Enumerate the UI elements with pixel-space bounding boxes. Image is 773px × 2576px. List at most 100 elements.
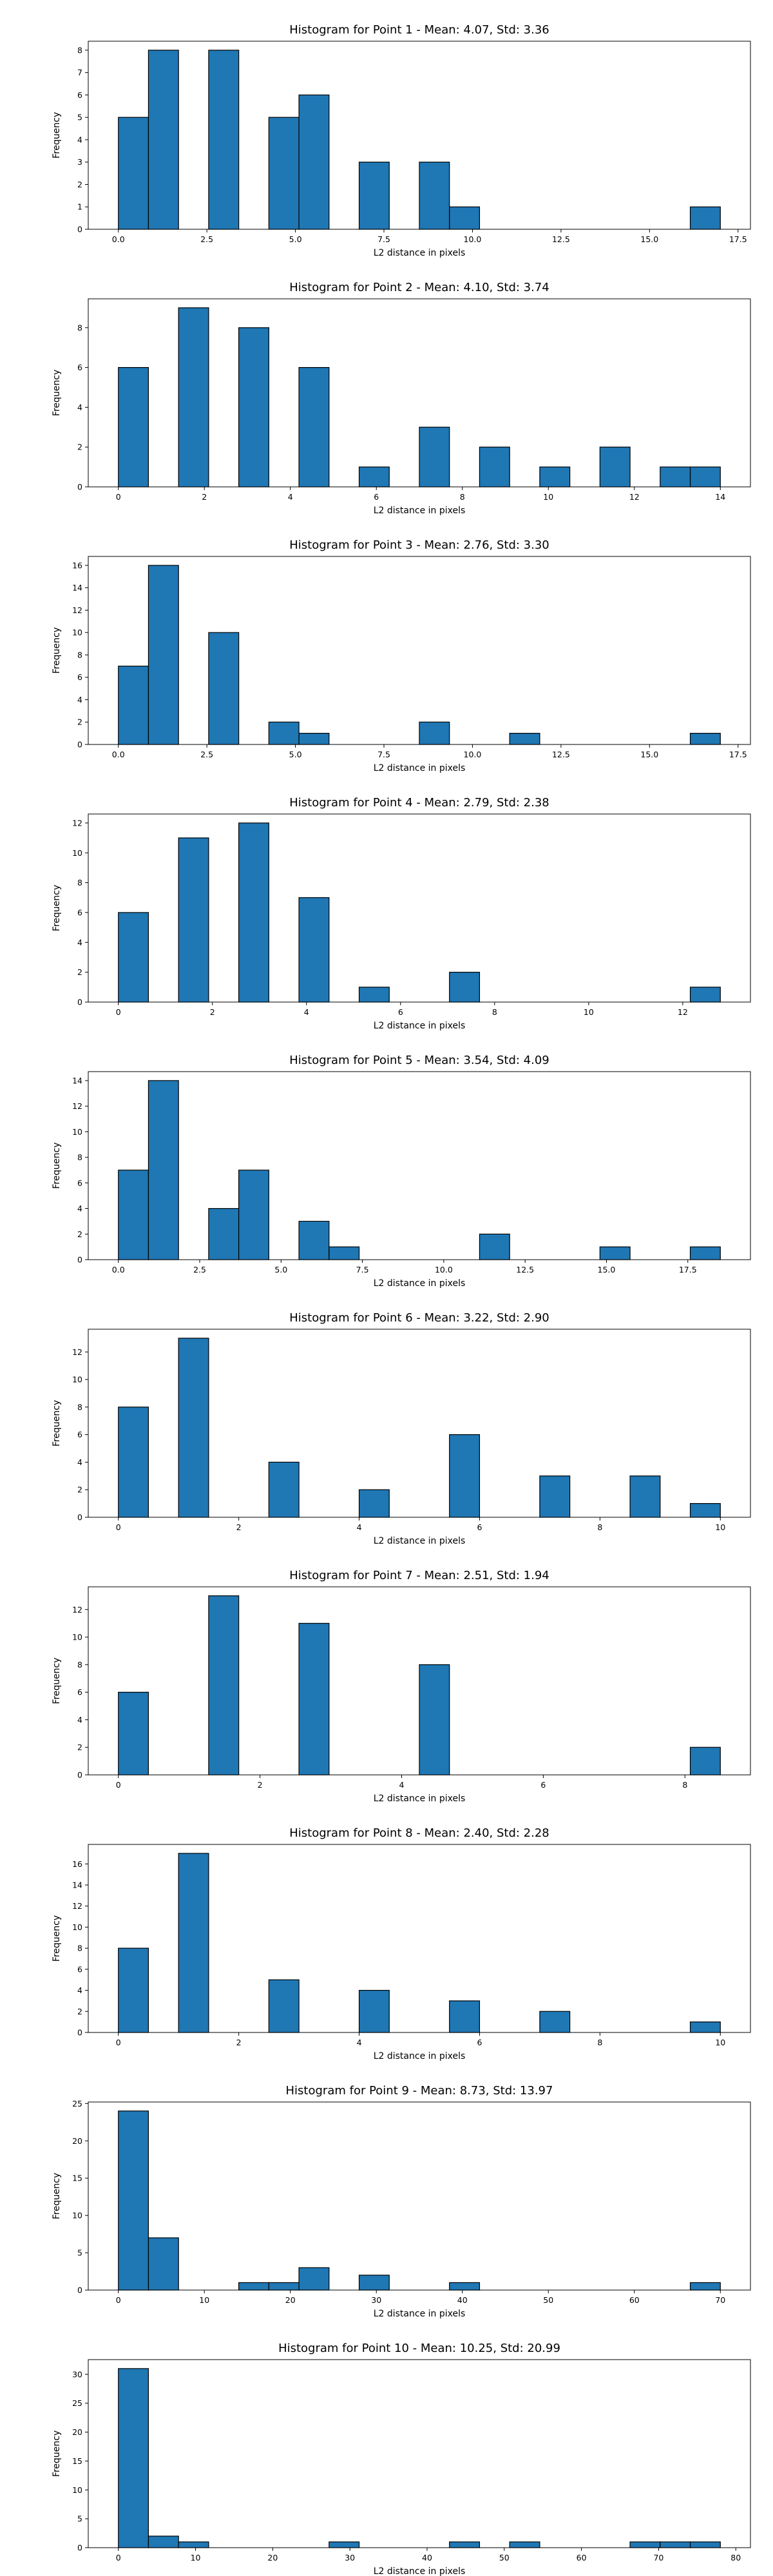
histogram-bar xyxy=(479,1233,510,1260)
x-tick-label: 2 xyxy=(202,492,207,502)
x-tick-label: 7.5 xyxy=(356,1265,369,1274)
histogram-bar xyxy=(689,466,721,488)
histogram-bar xyxy=(539,466,571,488)
y-tick-label: 12 xyxy=(72,818,82,828)
y-tick-label: 5 xyxy=(77,2514,82,2524)
x-tick-label: 15.0 xyxy=(598,1265,616,1274)
histogram-bar xyxy=(118,367,149,488)
plot-frame xyxy=(88,1586,751,1776)
x-tick-label: 7.5 xyxy=(377,750,390,759)
y-tick-label: 15 xyxy=(72,2456,82,2466)
y-tick-label: 1 xyxy=(77,202,82,212)
x-tick-label: 10 xyxy=(543,492,553,502)
x-tick-label: 6 xyxy=(477,2038,482,2047)
y-tick-label: 8 xyxy=(77,1944,82,1953)
x-tick-label: 14 xyxy=(715,492,725,502)
x-tick-label: 17.5 xyxy=(679,1265,697,1274)
y-tick-label: 10 xyxy=(72,628,82,638)
y-tick-label: 6 xyxy=(77,1687,82,1697)
plot-frame xyxy=(88,813,751,1003)
histogram-panel-5: Histogram for Point 5 - Mean: 3.54, Std:… xyxy=(52,1054,751,1289)
histogram-bar xyxy=(298,2267,330,2291)
x-tick-label: 8 xyxy=(682,1780,687,1790)
y-axis-label: Frequency xyxy=(52,2173,62,2219)
y-tick-label: 10 xyxy=(72,1127,82,1137)
y-tick-label: 6 xyxy=(77,672,82,682)
y-tick-label: 8 xyxy=(77,1660,82,1669)
histogram-bar xyxy=(479,446,510,488)
histogram-bar xyxy=(268,721,300,745)
x-tick-label: 10 xyxy=(199,2295,209,2305)
y-tick-label: 25 xyxy=(72,2099,82,2108)
x-tick-label: 0 xyxy=(116,2038,121,2047)
y-axis-label: Frequency xyxy=(52,1915,62,1962)
x-axis-label: L2 distance in pixels xyxy=(374,2309,466,2319)
histogram-bar xyxy=(689,1503,721,1518)
histogram-bar xyxy=(268,1461,300,1518)
x-tick-label: 12 xyxy=(678,1007,688,1017)
histogram-bar xyxy=(238,327,269,488)
histogram-bar xyxy=(298,367,330,488)
y-tick-label: 5 xyxy=(77,2248,82,2258)
y-tick-label: 6 xyxy=(77,90,82,100)
x-tick-label: 12.5 xyxy=(552,234,570,244)
histogram-bar xyxy=(419,721,450,745)
x-tick-label: 8 xyxy=(460,492,465,502)
y-tick-label: 16 xyxy=(72,560,82,570)
histogram-bar xyxy=(118,1947,149,2033)
histogram-bar xyxy=(689,2541,721,2548)
chart-title: Histogram for Point 7 - Mean: 2.51, Std:… xyxy=(289,1569,549,1582)
histogram-bar xyxy=(689,2022,721,2033)
x-tick-label: 70 xyxy=(715,2295,725,2305)
x-tick-label: 5.0 xyxy=(289,234,302,244)
histogram-bar xyxy=(599,1246,631,1260)
chart-title: Histogram for Point 9 - Mean: 8.73, Std:… xyxy=(286,2084,553,2098)
histogram-bar xyxy=(298,733,330,745)
histogram-bar xyxy=(118,2110,149,2291)
histogram-bar xyxy=(689,1246,721,1260)
y-tick-label: 4 xyxy=(77,695,82,705)
x-tick-label: 10.0 xyxy=(435,1265,453,1274)
chart-title: Histogram for Point 10 - Mean: 10.25, St… xyxy=(278,2342,560,2355)
y-tick-label: 16 xyxy=(72,1859,82,1869)
y-tick-label: 2 xyxy=(77,1485,82,1495)
y-tick-label: 0 xyxy=(77,1255,82,1265)
histogram-bar xyxy=(178,1853,209,2033)
x-tick-label: 0 xyxy=(116,2553,121,2562)
x-tick-label: 4 xyxy=(357,2038,362,2047)
plot-frame xyxy=(88,556,751,745)
x-tick-label: 6 xyxy=(477,1522,482,1532)
histogram-bar xyxy=(539,1475,571,1518)
histogram-bar xyxy=(449,972,481,1003)
histogram-bar xyxy=(358,2275,390,2291)
x-tick-label: 2.5 xyxy=(200,234,213,244)
histogram-bar xyxy=(208,632,240,745)
x-tick-label: 20 xyxy=(285,2295,296,2305)
x-tick-label: 10.0 xyxy=(464,750,482,759)
plot-frame xyxy=(88,1329,751,1518)
y-axis-label: Frequency xyxy=(52,1400,62,1446)
x-tick-label: 12 xyxy=(629,492,640,502)
x-tick-label: 8 xyxy=(597,2038,602,2047)
x-tick-label: 40 xyxy=(457,2295,468,2305)
x-tick-label: 2 xyxy=(258,1780,263,1790)
y-tick-label: 0 xyxy=(77,2286,82,2295)
histogram-bar xyxy=(419,1664,450,1776)
histogram-panel-3: Histogram for Point 3 - Mean: 2.76, Std:… xyxy=(52,538,751,773)
chart-title: Histogram for Point 6 - Mean: 3.22, Std:… xyxy=(289,1311,549,1325)
histogram-bar xyxy=(238,822,269,1003)
y-axis-label: Frequency xyxy=(52,370,62,416)
x-tick-label: 80 xyxy=(730,2553,741,2562)
x-axis-label: L2 distance in pixels xyxy=(374,2051,466,2061)
chart-title: Histogram for Point 4 - Mean: 2.79, Std:… xyxy=(289,796,549,810)
x-axis-label: L2 distance in pixels xyxy=(374,506,466,516)
y-tick-label: 2 xyxy=(77,442,82,452)
x-tick-label: 0.0 xyxy=(112,750,125,759)
y-tick-label: 2 xyxy=(77,1743,82,1752)
chart-title: Histogram for Point 2 - Mean: 4.10, Std:… xyxy=(289,281,549,294)
plot-frame xyxy=(88,2359,751,2548)
histogram-bar xyxy=(358,466,390,488)
histogram-bar xyxy=(268,1979,300,2033)
x-tick-label: 60 xyxy=(577,2553,587,2562)
histogram-bar xyxy=(178,1338,209,1518)
